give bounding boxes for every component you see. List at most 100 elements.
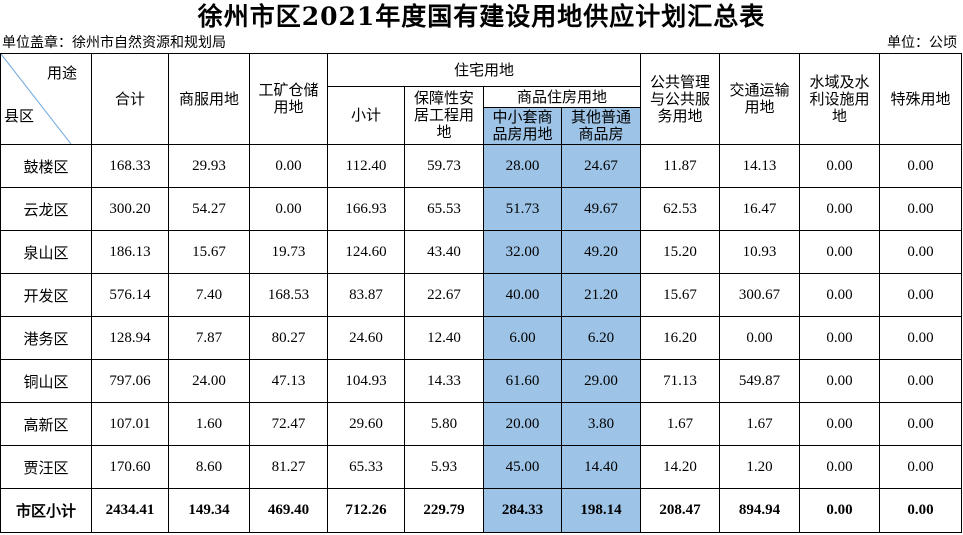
header-other-housing: 其他普通商品房 (560, 107, 642, 145)
header-other-housing-label: 其他普通商品房 (570, 108, 631, 143)
cell-industrial: 80.27 (249, 316, 328, 360)
cell-industrial: 47.13 (249, 359, 328, 403)
cell-subtotal: 104.93 (327, 359, 405, 403)
cell-commercial: 15.67 (168, 230, 250, 274)
cell-industrial: 0.00 (249, 144, 328, 188)
header-commodity: 商品住房用地 (482, 86, 642, 108)
district-cell: 泉山区 (0, 230, 92, 274)
header-subtotal: 小计 (327, 86, 405, 145)
cell-industrial: 168.53 (249, 273, 328, 317)
cell-public: 15.20 (640, 230, 721, 274)
cell-subtotal: 65.33 (327, 445, 405, 489)
cell-transport: 16.47 (719, 187, 801, 231)
table-row: 云龙区 300.20 54.27 0.00 166.93 65.53 51.73 49.67 6… (0, 187, 963, 231)
cell-water: 0.00 (799, 316, 881, 360)
cell-transport: 10.93 (719, 230, 801, 274)
district-cell: 云龙区 (0, 187, 92, 231)
table-row: 港务区 128.94 7.87 80.27 24.60 12.40 6.00 6.20 16.2… (0, 316, 963, 360)
cell-affordable: 12.40 (404, 316, 484, 360)
cell-small-medium: 20.00 (483, 402, 562, 446)
header-affordable-label: 保障性安居工程用地 (413, 89, 474, 141)
table-row: 泉山区 186.13 15.67 19.73 124.60 43.40 32.00 49.20… (0, 230, 963, 274)
cell-water: 0.00 (799, 187, 881, 231)
cell-special: 0.00 (879, 402, 963, 446)
header-special: 特殊用地 (879, 53, 963, 145)
header-water: 水域及水利设施用地 (799, 53, 881, 145)
land-supply-table: 用途 县区 合计 商服用地 工矿仓储用地 住宅用地 公共管理与公共服务用地 交通… (0, 53, 963, 533)
cell-affordable: 43.40 (404, 230, 484, 274)
table-row: 开发区 576.14 7.40 168.53 83.87 22.67 40.00 21.20 1… (0, 273, 963, 317)
header-water-label: 水域及水利设施用地 (809, 72, 870, 125)
cell-total: 170.60 (91, 445, 169, 489)
cell-public: 14.20 (640, 445, 721, 489)
cell-special: 0.00 (879, 359, 963, 403)
cell-special: 0.00 (879, 187, 963, 231)
table-row: 鼓楼区 168.33 29.93 0.00 112.40 59.73 28.00 24.67 1… (0, 144, 963, 188)
cell-total: 2434.41 (91, 488, 169, 533)
cell-affordable: 65.53 (404, 187, 484, 231)
cell-total: 576.14 (91, 273, 169, 317)
table-row: 铜山区 797.06 24.00 47.13 104.93 14.33 61.60 29.00… (0, 359, 963, 403)
header-commercial: 商服用地 (168, 53, 250, 145)
issuing-unit-label: 单位盖章：徐州市自然资源和规划局 (2, 35, 226, 51)
corner-label-district: 县区 (4, 107, 35, 125)
cell-other-housing: 21.20 (560, 273, 642, 317)
cell-industrial: 72.47 (249, 402, 328, 446)
cell-total: 300.20 (91, 187, 169, 231)
corner-header-cell: 用途 县区 (0, 53, 92, 145)
cell-small-medium: 32.00 (483, 230, 562, 274)
cell-public: 16.20 (640, 316, 721, 360)
cell-transport: 894.94 (719, 488, 801, 533)
unit-row: 单位盖章：徐州市自然资源和规划局 单位：公顷 (0, 33, 963, 53)
table-total-row: 市区小计 2434.41 149.34 469.40 712.26 229.79 284.3… (0, 488, 963, 533)
header-public-label: 公共管理与公共服务用地 (650, 72, 711, 125)
page-title: 徐州市区2021年度国有建设用地供应计划汇总表 (197, 2, 766, 31)
cell-other-housing: 14.40 (560, 445, 642, 489)
cell-transport: 0.00 (719, 316, 801, 360)
cell-subtotal: 124.60 (327, 230, 405, 274)
district-cell: 高新区 (0, 402, 92, 446)
cell-special: 0.00 (879, 144, 963, 188)
cell-other-housing: 49.67 (560, 187, 642, 231)
cell-total: 128.94 (91, 316, 169, 360)
cell-special: 0.00 (879, 273, 963, 317)
cell-public: 11.87 (640, 144, 721, 188)
cell-other-housing: 3.80 (560, 402, 642, 446)
cell-water: 0.00 (799, 488, 881, 533)
header-public: 公共管理与公共服务用地 (640, 53, 721, 145)
cell-transport: 549.87 (719, 359, 801, 403)
cell-commercial: 7.40 (168, 273, 250, 317)
cell-transport: 1.20 (719, 445, 801, 489)
corner-diagonal-line (1, 54, 72, 144)
header-total: 合计 (91, 53, 169, 145)
cell-special: 0.00 (879, 230, 963, 274)
district-cell: 港务区 (0, 316, 92, 360)
header-affordable: 保障性安居工程用地 (404, 86, 484, 145)
cell-total: 168.33 (91, 144, 169, 188)
cell-small-medium: 45.00 (483, 445, 562, 489)
table-row: 高新区 107.01 1.60 72.47 29.60 5.80 20.00 3.80 1.67… (0, 402, 963, 446)
cell-subtotal: 112.40 (327, 144, 405, 188)
cell-commercial: 29.93 (168, 144, 250, 188)
cell-small-medium: 51.73 (483, 187, 562, 231)
cell-subtotal: 712.26 (327, 488, 405, 533)
table-row: 贾汪区 170.60 8.60 81.27 65.33 5.93 45.00 14.40 14.… (0, 445, 963, 489)
cell-affordable: 5.80 (404, 402, 484, 446)
cell-water: 0.00 (799, 273, 881, 317)
cell-commercial: 54.27 (168, 187, 250, 231)
cell-affordable: 229.79 (404, 488, 484, 533)
cell-subtotal: 166.93 (327, 187, 405, 231)
cell-affordable: 5.93 (404, 445, 484, 489)
cell-transport: 300.67 (719, 273, 801, 317)
cell-small-medium: 6.00 (483, 316, 562, 360)
cell-subtotal: 29.60 (327, 402, 405, 446)
header-small-medium: 中小套商品房用地 (483, 107, 562, 145)
cell-special: 0.00 (879, 445, 963, 489)
cell-water: 0.00 (799, 402, 881, 446)
cell-commercial: 24.00 (168, 359, 250, 403)
cell-other-housing: 198.14 (560, 488, 642, 533)
district-cell: 开发区 (0, 273, 92, 317)
cell-total: 186.13 (91, 230, 169, 274)
cell-small-medium: 40.00 (483, 273, 562, 317)
cell-subtotal: 24.60 (327, 316, 405, 360)
